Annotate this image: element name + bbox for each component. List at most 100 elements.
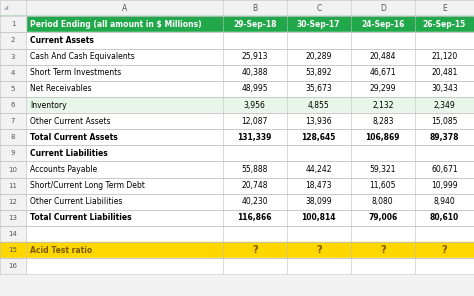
Bar	[0, 16, 26, 33]
Bar	[0, 49, 474, 65]
Text: Total Current Liabilities: Total Current Liabilities	[30, 213, 131, 222]
Bar	[0, 210, 474, 226]
Text: 8: 8	[11, 134, 15, 140]
Text: Other Current Liabilities: Other Current Liabilities	[30, 197, 122, 206]
Text: 15: 15	[9, 247, 18, 253]
Text: 15,085: 15,085	[431, 117, 457, 126]
Text: 38,099: 38,099	[305, 197, 332, 206]
Text: 4,855: 4,855	[308, 101, 329, 110]
Text: 116,866: 116,866	[237, 213, 272, 222]
Text: 30-Sep-17: 30-Sep-17	[297, 20, 340, 29]
Bar	[0, 65, 474, 81]
Text: Current Liabilities: Current Liabilities	[30, 149, 108, 158]
Bar	[0, 81, 26, 97]
Text: 106,869: 106,869	[365, 133, 400, 142]
Bar	[0, 81, 474, 97]
Text: 7: 7	[11, 118, 15, 124]
Bar	[0, 65, 26, 81]
Bar	[0, 194, 26, 210]
Text: 3,956: 3,956	[244, 101, 266, 110]
Text: 29-Sep-18: 29-Sep-18	[233, 20, 276, 29]
Text: 6: 6	[11, 102, 15, 108]
Text: 100,814: 100,814	[301, 213, 336, 222]
Text: 3: 3	[11, 54, 15, 59]
Text: 8,283: 8,283	[372, 117, 393, 126]
Text: 9: 9	[11, 150, 15, 156]
Bar	[0, 162, 26, 178]
Text: 30,343: 30,343	[431, 84, 458, 93]
Text: 5: 5	[11, 86, 15, 92]
Text: 80,610: 80,610	[430, 213, 459, 222]
Bar	[0, 226, 474, 242]
Bar	[0, 210, 26, 226]
Text: ?: ?	[316, 245, 321, 255]
Text: 60,671: 60,671	[431, 165, 458, 174]
Text: 20,748: 20,748	[242, 181, 268, 190]
Text: Cash And Cash Equivalents: Cash And Cash Equivalents	[30, 52, 135, 61]
Text: 44,242: 44,242	[306, 165, 332, 174]
Text: 8,940: 8,940	[434, 197, 455, 206]
Bar	[0, 97, 26, 113]
Text: 10: 10	[9, 167, 18, 173]
Text: 20,484: 20,484	[370, 52, 396, 61]
Text: 2,132: 2,132	[372, 101, 393, 110]
Text: 20,481: 20,481	[431, 68, 457, 77]
Bar	[0, 178, 474, 194]
Text: 29,299: 29,299	[370, 84, 396, 93]
Text: 53,892: 53,892	[306, 68, 332, 77]
Bar	[0, 129, 474, 145]
Bar	[0, 242, 474, 258]
Text: A: A	[122, 4, 127, 13]
Text: Acid Test ratio: Acid Test ratio	[30, 246, 92, 255]
Text: 48,995: 48,995	[241, 84, 268, 93]
Text: ◢: ◢	[4, 6, 9, 11]
Text: 18,473: 18,473	[306, 181, 332, 190]
Text: 40,230: 40,230	[241, 197, 268, 206]
Text: Inventory: Inventory	[30, 101, 66, 110]
Text: 16: 16	[9, 263, 18, 269]
Text: 59,321: 59,321	[370, 165, 396, 174]
Text: 25,913: 25,913	[242, 52, 268, 61]
Text: 21,120: 21,120	[431, 52, 457, 61]
Text: 55,888: 55,888	[242, 165, 268, 174]
Bar	[0, 0, 474, 16]
Bar	[0, 258, 474, 274]
Text: Other Current Assets: Other Current Assets	[30, 117, 110, 126]
Text: 46,671: 46,671	[369, 68, 396, 77]
Text: 40,388: 40,388	[242, 68, 268, 77]
Bar	[0, 145, 474, 162]
Text: 26-Sep-15: 26-Sep-15	[423, 20, 466, 29]
Text: Total Current Assets: Total Current Assets	[30, 133, 118, 142]
Text: C: C	[316, 4, 321, 13]
Text: D: D	[380, 4, 386, 13]
Text: 89,378: 89,378	[429, 133, 459, 142]
Text: 13,936: 13,936	[305, 117, 332, 126]
Bar	[0, 49, 26, 65]
Bar	[0, 33, 26, 49]
Text: 12: 12	[9, 199, 18, 205]
Text: 11: 11	[9, 183, 18, 189]
Bar	[0, 16, 474, 33]
Text: 13: 13	[9, 215, 18, 221]
Text: 14: 14	[9, 231, 18, 237]
Bar	[0, 162, 474, 178]
Bar	[0, 145, 26, 162]
Text: 131,339: 131,339	[237, 133, 272, 142]
Bar	[0, 16, 26, 33]
Text: Short/Current Long Term Debt: Short/Current Long Term Debt	[30, 181, 145, 190]
Text: ?: ?	[252, 245, 257, 255]
Bar	[0, 113, 474, 129]
Text: E: E	[442, 4, 447, 13]
Text: 10,999: 10,999	[431, 181, 458, 190]
Text: 2: 2	[11, 38, 15, 44]
Text: 20,289: 20,289	[306, 52, 332, 61]
Text: 128,645: 128,645	[301, 133, 336, 142]
Text: ?: ?	[380, 245, 385, 255]
Text: Accounts Payable: Accounts Payable	[30, 165, 97, 174]
Bar	[0, 129, 26, 145]
Text: 79,006: 79,006	[368, 213, 397, 222]
Text: 24-Sep-16: 24-Sep-16	[361, 20, 404, 29]
Bar	[0, 97, 474, 113]
Text: 4: 4	[11, 70, 15, 76]
Bar	[0, 33, 474, 49]
